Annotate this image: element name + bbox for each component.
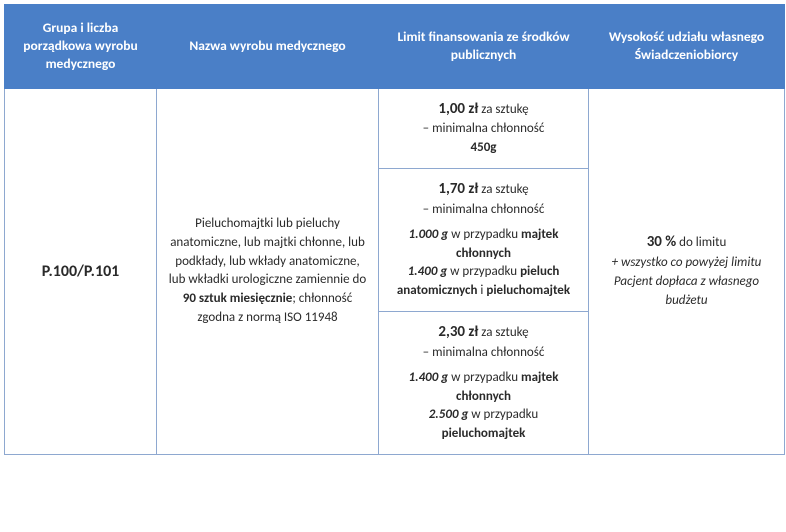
absorbency-line: – minimalna chłonność <box>387 120 580 139</box>
limit-tier-3: 2,30 zł za sztukę – minimalna chłonność … <box>379 312 588 454</box>
spec-product: pieluchomajtek <box>442 426 526 441</box>
spec-value: 1.400 g <box>408 264 448 279</box>
limit-line: 2,30 zł za sztukę <box>387 322 580 344</box>
spec-text: w przypadku <box>448 370 521 385</box>
limit-tier-2: 1,70 zł za sztukę – minimalna chłonność … <box>379 169 588 312</box>
spec-product2: pieluchomajtek <box>486 283 570 298</box>
header-own-share: Wysokość udziału własnego Świadczeniobio… <box>589 5 785 89</box>
spec-line: 1.400 g w przypadku pieluch anatomicznyc… <box>387 263 580 301</box>
table-row: P.100/P.101 Pieluchomajtki lub pieluchy … <box>5 88 785 454</box>
absorbency-value: 450g <box>387 139 580 158</box>
spec-text: w przypadku <box>448 227 521 242</box>
price-value: 2,30 zł <box>438 323 478 341</box>
price-unit: za sztukę <box>478 325 528 340</box>
product-desc-prefix: Pieluchomajtki lub pieluchy anatomiczne,… <box>169 216 366 288</box>
header-product-name: Nazwa wyrobu medycznego <box>157 5 379 89</box>
spec-value: 1.000 g <box>409 227 449 242</box>
header-financing-limit: Limit finansowania ze środków publicznyc… <box>379 5 589 89</box>
absorbency-line: – minimalna chłonność <box>387 344 580 363</box>
spec-line: 2.500 g w przypadku pieluchomajtek <box>387 406 580 444</box>
product-code: P.100/P.101 <box>42 262 120 281</box>
spec-line: 1.400 g w przypadku majtek chłonnych <box>387 369 580 407</box>
share-line: 30 % do limitu <box>599 232 774 254</box>
price-unit: za sztukę <box>478 182 528 197</box>
share-note: + wszystko co powyżej limitu Pacjent dop… <box>599 254 774 311</box>
price-unit: za sztukę <box>478 102 528 117</box>
cell-product-name: Pieluchomajtki lub pieluchy anatomiczne,… <box>157 88 379 454</box>
spec-text: w przypadku <box>447 264 520 279</box>
cell-own-share: 30 % do limitu + wszystko co powyżej lim… <box>589 88 785 454</box>
limit-line: 1,70 zł za sztukę <box>387 179 580 201</box>
price-value: 1,70 zł <box>438 180 478 198</box>
share-suffix: do limitu <box>676 235 726 250</box>
share-percent: 30 % <box>647 233 677 251</box>
absorbency-line: – minimalna chłonność <box>387 201 580 220</box>
table-header-row: Grupa i liczba porządkowa wyrobu medyczn… <box>5 5 785 89</box>
limit-line: 1,00 zł za sztukę <box>387 99 580 121</box>
header-group-number: Grupa i liczba porządkowa wyrobu medyczn… <box>5 5 157 89</box>
cell-financing-limits: 1,00 zł za sztukę – minimalna chłonność … <box>379 88 589 454</box>
cell-code: P.100/P.101 <box>5 88 157 454</box>
spec-line: 1.000 g w przypadku majtek chłonnych <box>387 226 580 264</box>
spec-value: 2.500 g <box>429 407 469 422</box>
price-value: 1,00 zł <box>438 100 478 118</box>
product-qty: 90 sztuk miesięcznie <box>183 291 293 306</box>
limits-stack: 1,00 zł za sztukę – minimalna chłonność … <box>379 89 588 454</box>
spec-value: 1.400 g <box>409 370 449 385</box>
financing-table: Grupa i liczba porządkowa wyrobu medyczn… <box>4 4 785 455</box>
spec-text: w przypadku <box>468 407 538 422</box>
limit-tier-1: 1,00 zł za sztukę – minimalna chłonność … <box>379 89 588 169</box>
